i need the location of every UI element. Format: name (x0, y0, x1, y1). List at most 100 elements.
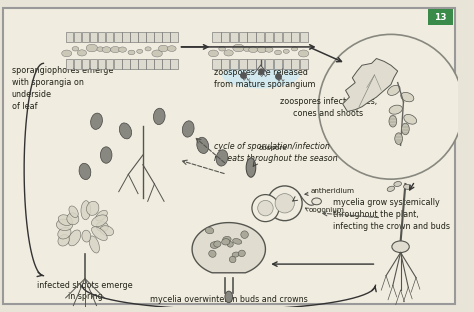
Bar (300, 60, 308, 69)
Circle shape (267, 186, 302, 221)
Ellipse shape (387, 186, 395, 192)
Ellipse shape (197, 137, 209, 154)
Ellipse shape (388, 85, 400, 95)
Ellipse shape (401, 123, 409, 135)
Bar (163, 32, 170, 42)
Bar (82, 60, 89, 69)
Ellipse shape (158, 45, 168, 52)
Ellipse shape (238, 250, 245, 257)
Bar (122, 32, 129, 42)
Ellipse shape (224, 50, 233, 56)
Bar (212, 60, 220, 69)
Ellipse shape (110, 46, 120, 53)
Text: sporangiophores emerge
with sporangia on
underside
of leaf: sporangiophores emerge with sporangia on… (11, 66, 113, 111)
Ellipse shape (100, 147, 112, 163)
Circle shape (252, 195, 279, 222)
Circle shape (275, 194, 294, 213)
FancyBboxPatch shape (3, 8, 455, 304)
Circle shape (258, 200, 273, 216)
Ellipse shape (89, 236, 100, 253)
Ellipse shape (283, 49, 289, 53)
Ellipse shape (227, 241, 233, 247)
Bar (155, 32, 162, 42)
Ellipse shape (298, 50, 309, 57)
Bar (265, 32, 273, 42)
Bar (65, 60, 73, 69)
Ellipse shape (246, 158, 256, 177)
Ellipse shape (137, 49, 143, 53)
Ellipse shape (222, 239, 230, 245)
Ellipse shape (225, 291, 233, 303)
Ellipse shape (58, 227, 71, 239)
Ellipse shape (219, 46, 226, 51)
Ellipse shape (87, 201, 99, 215)
Text: antheridium: antheridium (311, 188, 355, 194)
Ellipse shape (404, 115, 417, 124)
Bar (138, 32, 146, 42)
Ellipse shape (118, 47, 127, 52)
Ellipse shape (145, 47, 151, 51)
Bar (274, 60, 282, 69)
Bar (163, 60, 170, 69)
Ellipse shape (214, 241, 221, 247)
Bar (247, 60, 255, 69)
Ellipse shape (205, 227, 214, 234)
Ellipse shape (69, 206, 78, 217)
Text: zoospores are released
from mature sporangium: zoospores are released from mature spora… (214, 68, 316, 89)
Bar (292, 60, 300, 69)
Ellipse shape (244, 47, 250, 51)
Ellipse shape (210, 242, 219, 248)
Ellipse shape (96, 222, 108, 232)
Bar (146, 60, 154, 69)
Bar (265, 60, 273, 69)
Ellipse shape (91, 215, 108, 227)
Ellipse shape (91, 227, 107, 241)
Bar (239, 32, 247, 42)
Bar (65, 32, 73, 42)
Ellipse shape (67, 213, 79, 225)
Ellipse shape (389, 105, 402, 114)
Bar (283, 60, 291, 69)
Ellipse shape (86, 44, 98, 52)
Ellipse shape (265, 47, 273, 52)
Text: oospore: oospore (259, 145, 288, 151)
Ellipse shape (128, 50, 135, 55)
Ellipse shape (241, 231, 248, 238)
Bar (155, 60, 162, 69)
Bar (171, 32, 178, 42)
Text: 13: 13 (434, 12, 447, 22)
Ellipse shape (392, 241, 409, 252)
Ellipse shape (222, 61, 299, 88)
Bar (130, 60, 137, 69)
Ellipse shape (58, 235, 69, 246)
Ellipse shape (77, 50, 87, 56)
Ellipse shape (154, 108, 165, 124)
Ellipse shape (223, 236, 231, 242)
Ellipse shape (312, 198, 321, 205)
Ellipse shape (152, 50, 163, 57)
Ellipse shape (292, 47, 298, 51)
Polygon shape (192, 222, 265, 273)
Bar (138, 60, 146, 69)
Text: mycelia grow systemically
throughout the plant,
infecting the crown and buds: mycelia grow systemically throughout the… (333, 198, 450, 231)
Bar (146, 32, 154, 42)
Ellipse shape (216, 150, 228, 166)
Ellipse shape (182, 121, 194, 137)
Bar (292, 32, 300, 42)
Ellipse shape (97, 47, 104, 51)
Bar (106, 32, 113, 42)
Bar (98, 32, 105, 42)
Bar (98, 60, 105, 69)
Ellipse shape (167, 46, 176, 51)
Ellipse shape (233, 239, 242, 244)
Ellipse shape (102, 47, 111, 53)
Bar (221, 32, 229, 42)
Bar (256, 60, 264, 69)
Ellipse shape (229, 256, 236, 263)
Bar (256, 32, 264, 42)
Ellipse shape (233, 44, 244, 52)
Bar (428, 9, 453, 25)
Bar (247, 32, 255, 42)
Bar (106, 60, 113, 69)
Ellipse shape (395, 133, 402, 144)
